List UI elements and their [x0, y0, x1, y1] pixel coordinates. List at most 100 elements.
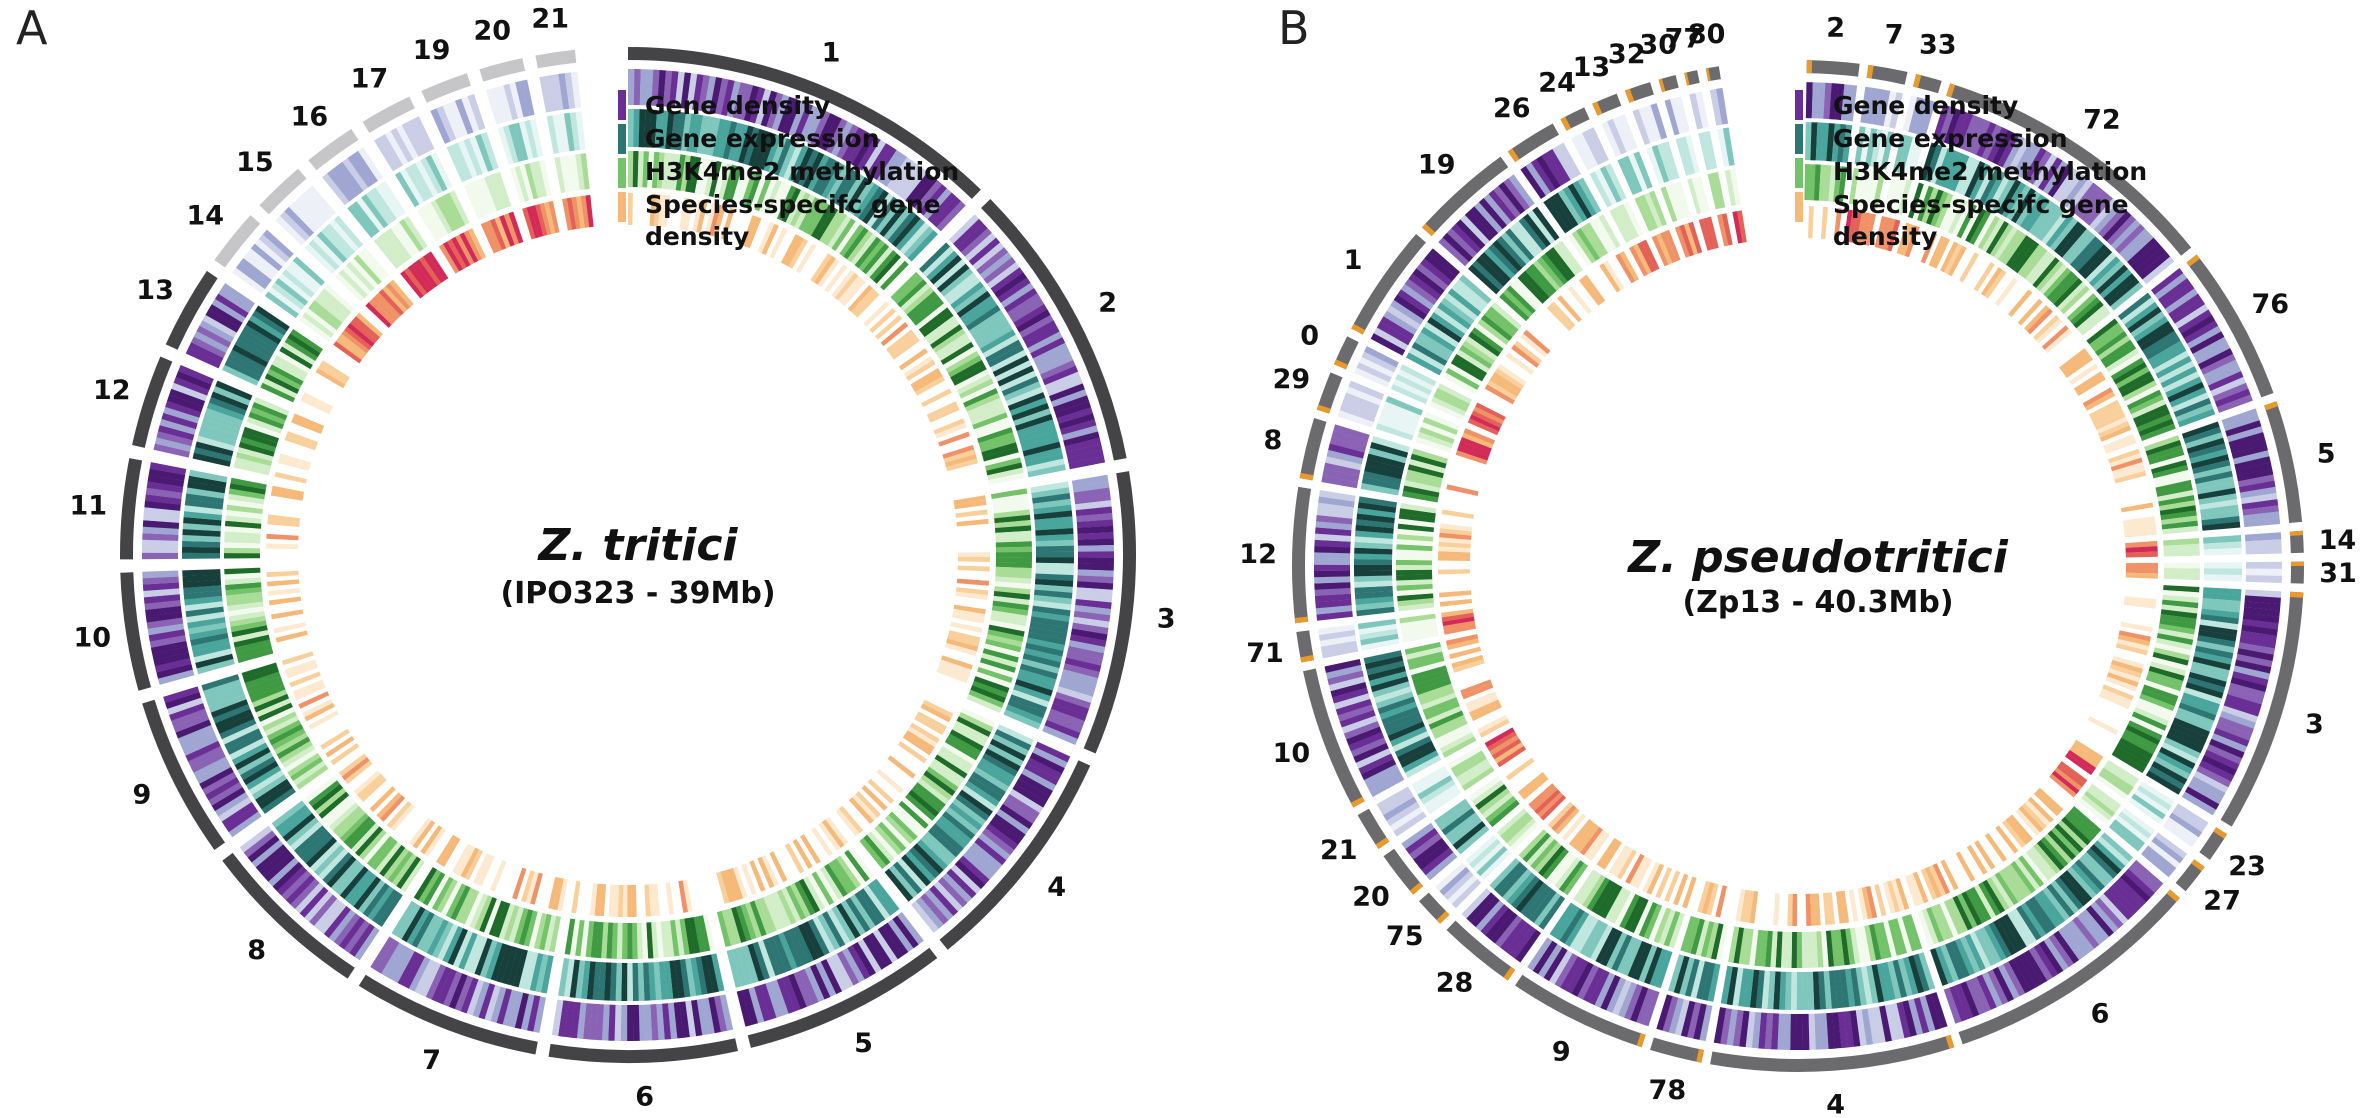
specific-bin: [317, 364, 348, 385]
density-bin: [825, 118, 848, 154]
density-bin: [989, 818, 1022, 845]
methylation-bin: [399, 219, 424, 252]
panel-b-title: Z. pseudotritici: [1626, 532, 2009, 583]
density-bin: [999, 803, 1033, 830]
specific-bin: [585, 194, 594, 228]
density-bin: [1327, 670, 1364, 686]
density-bin: [2018, 953, 2042, 988]
methylation-bin: [884, 814, 914, 845]
density-bin: [645, 69, 654, 106]
expression-bin: [979, 757, 1016, 782]
density-bin: [2099, 893, 2129, 925]
methylation-bin: [1892, 918, 1907, 955]
expression-bin: [1577, 177, 1602, 214]
expression-bin: [1390, 726, 1428, 747]
methylation-bin: [1481, 791, 1514, 819]
specific-bin: [875, 315, 903, 340]
expression-bin: [2118, 811, 2152, 839]
chromosome-end-marker: [1636, 1033, 1646, 1048]
methylation-bin: [2147, 444, 2183, 461]
density-bin: [1077, 538, 1114, 546]
expression-bin: [1489, 857, 1520, 890]
density-bin: [1018, 773, 1053, 797]
density-bin: [461, 96, 480, 133]
specific-bin: [613, 884, 619, 917]
chromosome-label: 4: [1047, 872, 1066, 903]
specific-bin: [869, 308, 896, 334]
methylation-bin: [716, 910, 731, 948]
expression-bin: [1476, 845, 1508, 877]
expression-bin: [1411, 341, 1448, 366]
chromosome-ideogram: [1446, 920, 1516, 981]
density-bin: [150, 640, 188, 654]
methylation-bin: [1402, 631, 1439, 643]
expression-bin: [2066, 866, 2097, 899]
methylation-bin: [888, 811, 918, 841]
methylation-bin: [688, 917, 701, 954]
specific-bin: [1706, 216, 1719, 249]
panel-a-subtitle: (IPO323 - 39Mb): [500, 576, 775, 611]
specific-bin: [648, 884, 656, 917]
expression-bin: [2046, 883, 2075, 918]
specific-bin: [480, 222, 499, 254]
density-bin: [2062, 923, 2090, 957]
density-bin: [877, 926, 904, 960]
expression-bin: [2198, 629, 2237, 642]
specific-bin: [608, 884, 615, 917]
density-bin: [239, 825, 273, 853]
expression-bin: [2093, 840, 2126, 871]
methylation-bin: [1668, 912, 1685, 949]
chromosome-ideogram: [165, 270, 218, 350]
specific-bin: [2017, 298, 2043, 326]
methylation-bin: [735, 905, 752, 942]
methylation-bin: [1488, 799, 1520, 828]
methylation-bin: [935, 333, 969, 357]
specific-bin: [1633, 857, 1653, 889]
methylation-bin: [1648, 905, 1667, 942]
expression-bin: [2175, 403, 2214, 423]
specific-bin: [350, 319, 378, 344]
density-bin: [2071, 182, 2099, 215]
density-bin: [1443, 870, 1474, 900]
expression-bin: [474, 938, 493, 976]
expression-bin: [219, 718, 257, 740]
expression-bin: [1451, 283, 1485, 313]
chromosome-end-marker: [1294, 616, 1309, 624]
expression-bin: [485, 941, 503, 980]
expression-bin: [208, 396, 247, 416]
density-bin: [1469, 206, 1499, 238]
density-bin: [161, 412, 198, 430]
expression-bin: [705, 954, 719, 993]
methylation-bin: [1809, 164, 1816, 201]
methylation-bin: [1981, 218, 2005, 253]
methylation-bin: [763, 179, 782, 215]
specific-bin: [2064, 355, 2093, 378]
methylation-bin: [616, 922, 623, 959]
expression-bin: [1035, 551, 1075, 558]
methylation-bin: [238, 441, 275, 457]
expression-bin: [797, 923, 820, 961]
expression-bin: [190, 632, 229, 646]
chromosome-label: 27: [2203, 885, 2241, 916]
methylation-bin: [1729, 168, 1741, 206]
specific-bin: [2087, 716, 2119, 735]
expression-bin: [431, 921, 454, 959]
specific-bin: [1702, 217, 1716, 250]
methylation-bin: [387, 850, 413, 883]
density-bin: [918, 184, 948, 216]
expression-bin: [2050, 880, 2079, 914]
density-bin: [1026, 757, 1062, 780]
methylation-bin: [1926, 189, 1944, 225]
methylation-bin: [226, 591, 263, 601]
density-bin: [1075, 599, 1112, 610]
methylation-bin: [1638, 902, 1658, 938]
methylation-bin: [445, 883, 467, 918]
density-bin: [169, 388, 206, 407]
chromosome-33: 33: [1874, 29, 1957, 252]
expression-bin: [2196, 640, 2235, 654]
expression-bin: [2001, 182, 2027, 218]
expression-bin: [2097, 836, 2130, 867]
methylation-bin: [1503, 815, 1533, 844]
specific-bin: [922, 699, 954, 719]
density-bin: [1485, 907, 1514, 940]
